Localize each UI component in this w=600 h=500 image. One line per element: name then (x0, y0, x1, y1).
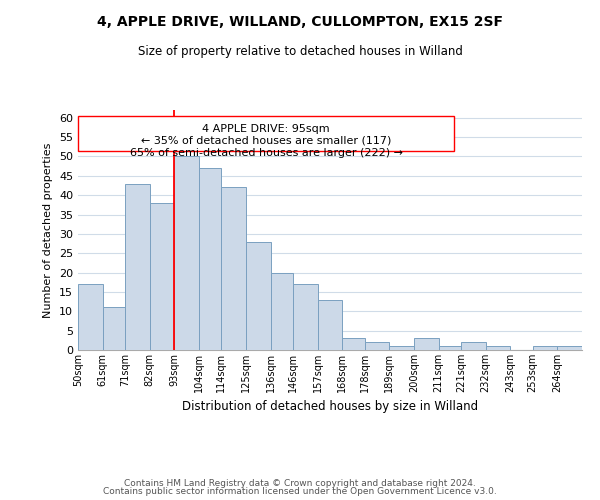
Bar (557, 346, 582, 350)
Text: 65% of semi-detached houses are larger (222) →: 65% of semi-detached houses are larger (… (130, 148, 403, 158)
Bar (103, 308, 125, 350)
Bar (461, 342, 485, 350)
Text: ← 35% of detached houses are smaller (117): ← 35% of detached houses are smaller (11… (141, 136, 391, 146)
Bar (246, 242, 271, 350)
Bar (533, 346, 557, 350)
Bar (414, 338, 439, 350)
Bar (439, 346, 461, 350)
Text: Contains public sector information licensed under the Open Government Licence v3: Contains public sector information licen… (103, 487, 497, 496)
Text: Contains HM Land Registry data © Crown copyright and database right 2024.: Contains HM Land Registry data © Crown c… (124, 478, 476, 488)
FancyBboxPatch shape (78, 116, 454, 150)
Y-axis label: Number of detached properties: Number of detached properties (43, 142, 53, 318)
Bar (221, 188, 246, 350)
Bar (125, 184, 149, 350)
Bar (389, 346, 414, 350)
Bar (343, 338, 365, 350)
Bar (293, 284, 317, 350)
Bar (175, 156, 199, 350)
Bar (365, 342, 389, 350)
Bar (149, 203, 175, 350)
Bar (199, 168, 221, 350)
Text: 4 APPLE DRIVE: 95sqm: 4 APPLE DRIVE: 95sqm (202, 124, 330, 134)
Bar (485, 346, 511, 350)
X-axis label: Distribution of detached houses by size in Willand: Distribution of detached houses by size … (182, 400, 478, 413)
Text: Size of property relative to detached houses in Willand: Size of property relative to detached ho… (137, 45, 463, 58)
Bar (78, 284, 103, 350)
Bar (271, 272, 293, 350)
Bar (317, 300, 343, 350)
Text: 4, APPLE DRIVE, WILLAND, CULLOMPTON, EX15 2SF: 4, APPLE DRIVE, WILLAND, CULLOMPTON, EX1… (97, 15, 503, 29)
